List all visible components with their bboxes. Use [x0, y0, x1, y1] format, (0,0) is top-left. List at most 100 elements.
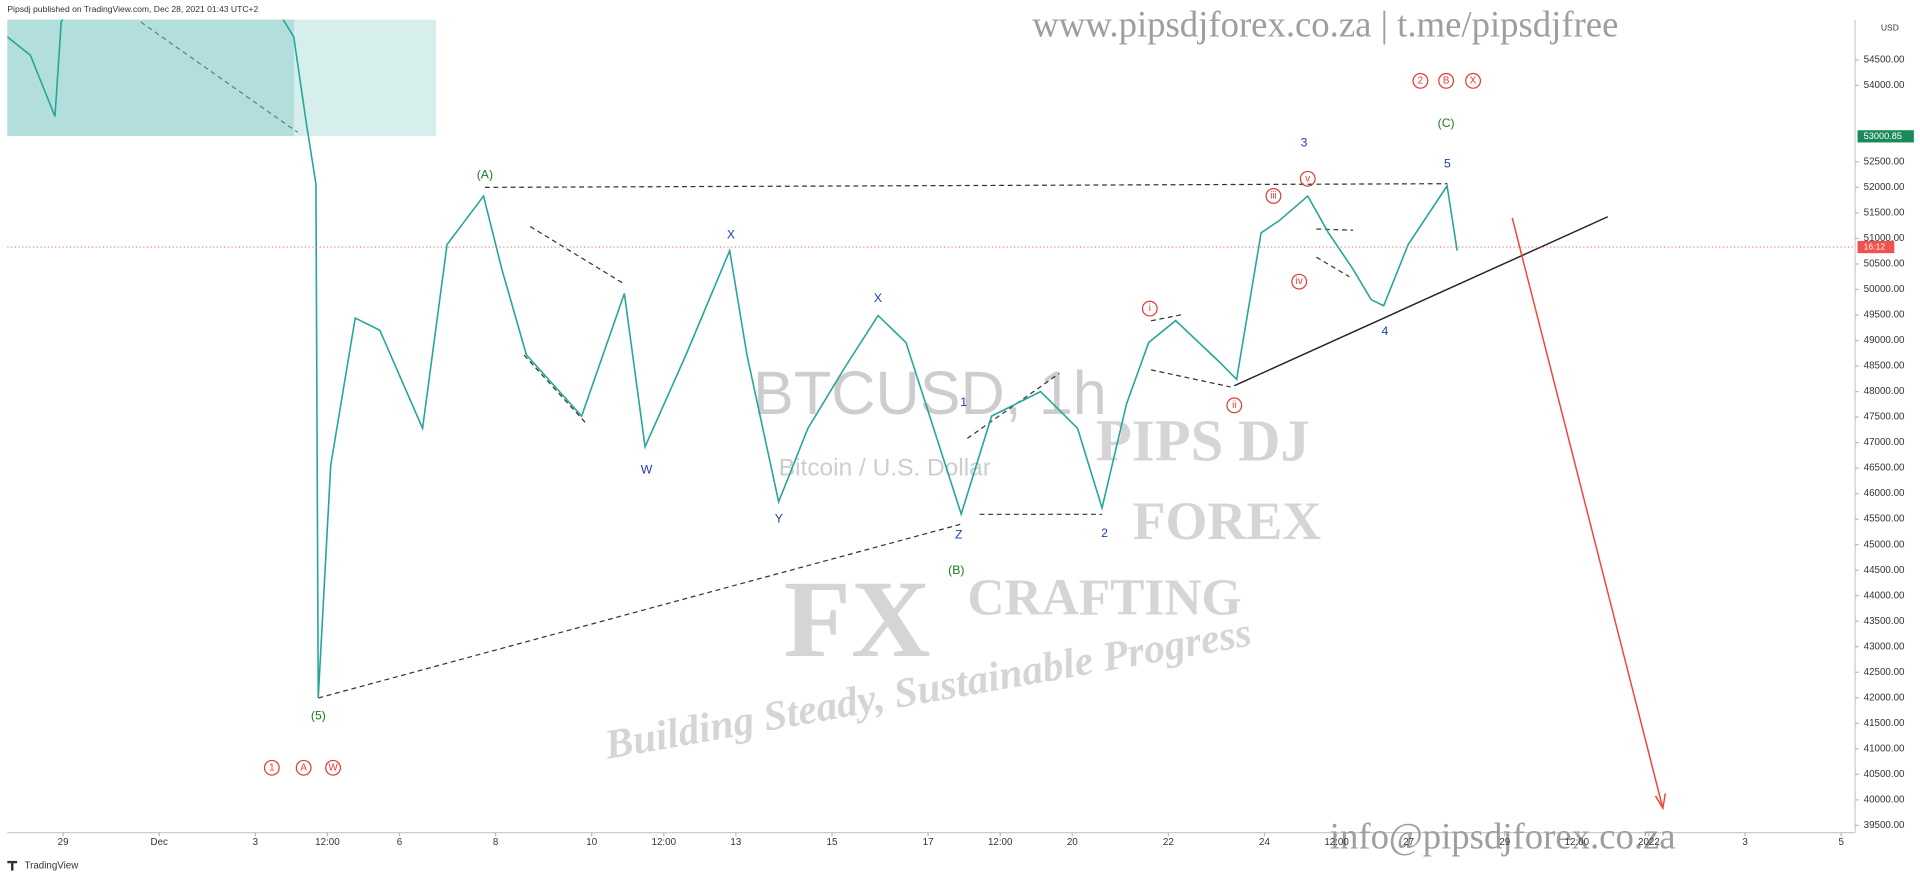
- wave-label: A: [300, 762, 307, 773]
- logo-text: FOREX: [1133, 491, 1322, 551]
- x-tick-label: 2022: [1638, 837, 1660, 848]
- y-tick-label: 43500.00: [1864, 616, 1905, 627]
- wave-circle: [1438, 72, 1455, 89]
- y-tick-label: 51500.00: [1864, 208, 1905, 219]
- y-tick-label: 54000.00: [1864, 80, 1905, 91]
- y-tick-label: 47500.00: [1864, 412, 1905, 423]
- x-tick-label: 22: [1163, 837, 1174, 848]
- y-tick-label: 39500.00: [1864, 820, 1905, 831]
- wave-label: W: [328, 762, 338, 773]
- y-tick-label: 48500.00: [1864, 361, 1905, 372]
- y-tick-label: 41000.00: [1864, 743, 1905, 754]
- trend-line: [1150, 369, 1231, 388]
- brand-icon: [7, 860, 18, 871]
- wave-circle: [1141, 300, 1158, 317]
- trend-line: [484, 183, 1448, 188]
- x-tick-label: 12:00: [652, 837, 677, 848]
- x-tick-label: 6: [397, 837, 403, 848]
- wave-circle: [1291, 273, 1308, 290]
- price-tag-label: 53000.85: [1864, 131, 1902, 141]
- wave-circle: [1265, 187, 1282, 204]
- wave-label: (B): [948, 563, 964, 577]
- wave-label: 4: [1381, 324, 1388, 338]
- y-tick-label: 54500.00: [1864, 54, 1905, 65]
- y-tick-label: 51000.00: [1864, 233, 1905, 244]
- x-tick-label: 12:00: [315, 837, 340, 848]
- wave-label: iv: [1296, 276, 1303, 287]
- wave-label: Y: [775, 511, 783, 525]
- y-tick-label: 46500.00: [1864, 463, 1905, 474]
- y-tick-label: 49000.00: [1864, 335, 1905, 346]
- wave-label: (A): [477, 167, 493, 181]
- wave-label: Z: [955, 527, 963, 541]
- wave-circle: [1412, 72, 1429, 89]
- wave-label: 1: [960, 395, 967, 409]
- y-tick-label: 44000.00: [1864, 590, 1905, 601]
- wave-circle: [263, 759, 280, 776]
- wave-label: 1: [269, 762, 274, 773]
- projection-arrow: [1511, 217, 1667, 811]
- y-tick-label: 47000.00: [1864, 437, 1905, 448]
- x-tick-label: 24: [1259, 837, 1270, 848]
- trend-line: [1316, 228, 1354, 231]
- wave-label: 5: [1444, 156, 1451, 170]
- price-tag: [1857, 130, 1914, 143]
- y-tick-label: 44500.00: [1864, 565, 1905, 576]
- logo-text: PIPS DJ: [1096, 408, 1310, 473]
- watermark-top: www.pipsdjforex.co.za | t.me/pipsdjfree: [1032, 4, 1618, 45]
- logo-text: CRAFTING: [967, 569, 1241, 626]
- y-tick-label: 52500.00: [1864, 156, 1905, 167]
- wave-label: B: [1443, 75, 1450, 86]
- wave-label: (5): [311, 709, 326, 723]
- publisher-note: Pipsdj published on TradingView.com, Dec…: [7, 4, 258, 14]
- wave-label: 2: [1101, 526, 1108, 540]
- trend-line: [529, 226, 625, 285]
- wave-label: W: [641, 462, 653, 476]
- wave-label: X: [1470, 75, 1477, 86]
- x-tick-label: 5: [1838, 837, 1844, 848]
- brand: TradingView: [24, 860, 79, 871]
- x-tick-label: 12:00: [1565, 837, 1590, 848]
- y-tick-label: 49500.00: [1864, 310, 1905, 321]
- zone-dark: [7, 19, 294, 136]
- x-tick-label: 12:00: [988, 837, 1013, 848]
- x-tick-label: 3: [1742, 837, 1748, 848]
- plot: [7, 19, 1458, 698]
- y-tick-label: 45500.00: [1864, 514, 1905, 525]
- x-tick-label: 10: [586, 837, 597, 848]
- symbol-desc-watermark: Bitcoin / U.S. Dollar: [779, 454, 991, 481]
- y-tick-label: 40500.00: [1864, 769, 1905, 780]
- trend-line: [140, 21, 298, 133]
- x-tick-label: Dec: [151, 837, 169, 848]
- wave-label: iii: [1270, 191, 1277, 202]
- support-line: [1233, 216, 1609, 387]
- wave-label: i: [1149, 303, 1151, 314]
- logo-text: FX: [784, 558, 931, 680]
- trend-line: [523, 354, 586, 423]
- x-tick-label: 15: [827, 837, 838, 848]
- x-tick-label: 29: [58, 837, 69, 848]
- trend-line: [1316, 256, 1350, 278]
- wave-label: X: [874, 291, 882, 305]
- x-tick-label: 8: [493, 837, 499, 848]
- y-tick-label: 42500.00: [1864, 667, 1905, 678]
- wave-label: (C): [1438, 116, 1455, 130]
- wave-label: 2: [1418, 75, 1423, 86]
- price-line: [7, 19, 1458, 698]
- x-tick-label: 17: [923, 837, 934, 848]
- y-tick-label: 40000.00: [1864, 794, 1905, 805]
- wave-label: X: [727, 227, 735, 241]
- y-tick-label: 48000.00: [1864, 386, 1905, 397]
- wave-label: 3: [1301, 136, 1308, 150]
- countdown-tag: [1857, 240, 1895, 254]
- wave-label: v: [1305, 173, 1310, 184]
- x-tick-label: 13: [730, 837, 741, 848]
- y-tick-label: 50500.00: [1864, 259, 1905, 270]
- countdown: 16:12: [1864, 241, 1886, 251]
- y-tick-label: 41500.00: [1864, 718, 1905, 729]
- y-tick-label: 52000.00: [1864, 182, 1905, 193]
- y-tick-label: 42000.00: [1864, 692, 1905, 703]
- currency: USD: [1881, 22, 1899, 32]
- watermark-bottom: info@pipsdjforex.co.za: [1330, 815, 1676, 856]
- x-tick-label: 27: [1403, 837, 1414, 848]
